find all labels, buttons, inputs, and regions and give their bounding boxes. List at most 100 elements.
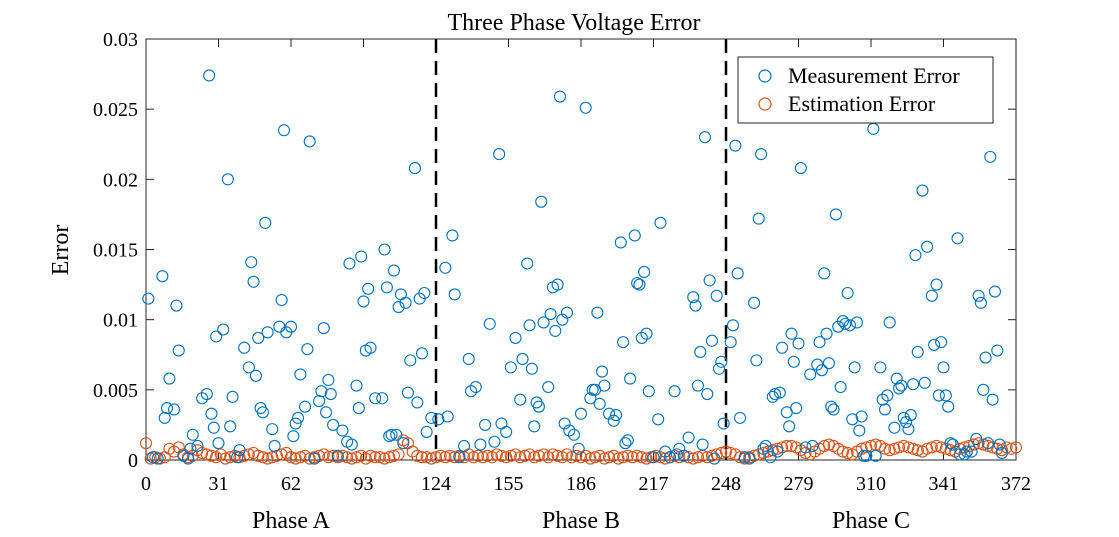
estimation-error-point xyxy=(266,451,279,464)
measurement-error-point xyxy=(343,257,356,270)
measurement-error-point xyxy=(598,379,611,392)
estimation-error-point xyxy=(406,445,419,458)
measurement-error-point xyxy=(682,431,695,444)
measurement-error-point xyxy=(401,386,414,399)
measurement-error-point xyxy=(881,389,894,402)
estimation-error-point xyxy=(196,446,209,460)
estimation-error-point xyxy=(387,449,400,462)
measurement-error-point xyxy=(303,135,316,148)
measurement-error-point xyxy=(834,380,847,394)
x-tick-label: 186 xyxy=(566,473,596,495)
measurement-error-point xyxy=(703,274,716,287)
measurement-error-point xyxy=(687,291,700,304)
measurement-error-point xyxy=(979,351,992,364)
legend-marker-measurement xyxy=(758,69,772,83)
measurement-error-point xyxy=(743,452,756,465)
measurement-error-point xyxy=(647,451,660,464)
measurement-error-point xyxy=(210,330,223,343)
y-tick-label: 0.02 xyxy=(103,169,138,191)
estimation-error-point xyxy=(897,439,910,453)
measurement-error-point xyxy=(268,439,281,453)
measurement-error-point xyxy=(942,400,955,413)
estimation-error-point xyxy=(378,452,391,465)
x-tick-label: 62 xyxy=(281,473,301,495)
measurement-error-point xyxy=(769,387,782,401)
measurement-error-point xyxy=(291,411,305,424)
measurement-error-point xyxy=(705,334,719,347)
estimation-error-point xyxy=(528,451,541,464)
estimation-error-point xyxy=(930,439,943,453)
measurement-error-point xyxy=(839,317,852,330)
measurement-error-point xyxy=(860,449,873,462)
measurement-error-point xyxy=(441,410,454,423)
y-tick-label: 0.03 xyxy=(103,29,138,51)
estimation-error-point xyxy=(504,449,517,462)
measurement-error-point xyxy=(357,295,370,308)
measurement-error-point xyxy=(560,306,574,319)
estimation-error-point xyxy=(219,452,232,465)
measurement-error-point xyxy=(535,195,548,208)
measurement-error-point xyxy=(895,379,908,392)
measurement-error-point xyxy=(287,430,300,443)
estimation-error-point xyxy=(341,451,354,464)
measurement-error-point xyxy=(514,393,527,406)
measurement-error-point xyxy=(500,425,513,438)
measurement-error-point xyxy=(654,216,667,229)
measurement-error-point xyxy=(593,397,606,410)
estimation-error-point xyxy=(303,452,316,465)
estimation-error-point xyxy=(280,446,293,460)
measurement-error-point xyxy=(479,418,492,431)
measurement-error-point xyxy=(345,438,358,451)
measurement-error-point xyxy=(289,417,302,430)
estimation-error-point xyxy=(336,449,349,462)
estimation-error-point xyxy=(635,451,648,464)
x-tick-label: 279 xyxy=(784,473,814,495)
measurement-error-point xyxy=(207,421,220,434)
estimation-error-point xyxy=(799,446,812,460)
measurement-error-point xyxy=(425,411,438,424)
estimation-error-point xyxy=(902,441,915,454)
measurement-error-point xyxy=(418,286,431,300)
estimation-error-point xyxy=(443,449,457,462)
measurement-error-point xyxy=(523,319,536,332)
measurement-error-point xyxy=(804,368,817,381)
measurement-error-point xyxy=(315,385,328,398)
measurement-error-point xyxy=(977,383,990,396)
measurement-error-point xyxy=(610,409,623,422)
measurement-error-point xyxy=(387,264,400,277)
measurement-error-point xyxy=(313,395,326,408)
measurement-error-point xyxy=(640,327,653,340)
measurement-error-point xyxy=(186,428,199,441)
measurement-error-point xyxy=(918,376,931,389)
measurement-error-point xyxy=(614,236,627,249)
estimation-error-point xyxy=(1009,441,1023,454)
estimation-error-point xyxy=(705,449,719,462)
measurement-error-point xyxy=(670,448,683,461)
measurement-error-point xyxy=(874,361,887,374)
measurement-error-point xyxy=(787,355,800,368)
estimation-error-point xyxy=(776,441,789,454)
measurement-error-point xyxy=(320,406,333,419)
estimation-error-point xyxy=(369,451,382,464)
measurement-error-point xyxy=(965,445,978,458)
measurement-error-point xyxy=(415,347,429,360)
measurement-error-point xyxy=(224,420,237,433)
measurement-error-point xyxy=(820,327,833,340)
measurement-error-point xyxy=(766,390,779,403)
measurement-error-point xyxy=(731,267,744,280)
measurement-error-point xyxy=(698,131,712,144)
estimation-error-point xyxy=(294,451,307,464)
measurement-error-point xyxy=(256,406,269,419)
measurement-error-point xyxy=(465,385,478,398)
measurement-error-point xyxy=(738,451,751,464)
measurement-error-point xyxy=(951,232,964,245)
measurement-error-point xyxy=(717,417,730,430)
measurement-error-point xyxy=(172,344,185,357)
estimation-error-point xyxy=(256,451,269,464)
measurement-error-point xyxy=(696,438,709,451)
measurement-error-point xyxy=(993,438,1006,451)
measurement-error-point xyxy=(245,256,258,269)
measurement-error-point xyxy=(509,331,522,344)
estimation-error-point xyxy=(907,442,920,455)
measurement-error-point xyxy=(829,208,842,221)
